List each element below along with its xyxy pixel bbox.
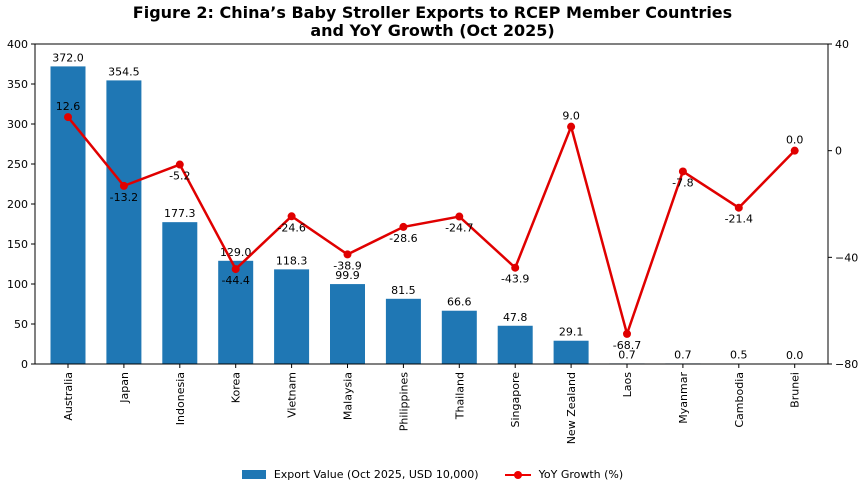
growth-value-label: 9.0 <box>562 110 580 123</box>
legend-label-growth: YoY Growth (%) <box>538 468 624 481</box>
x-tick-label: New Zealand <box>565 372 578 444</box>
title-line-2: and YoY Growth (Oct 2025) <box>310 21 555 40</box>
bar-malaysia <box>330 284 365 364</box>
bar-value-label: 0.0 <box>786 349 804 362</box>
bar-value-label: 81.5 <box>391 284 416 297</box>
legend-label-export: Export Value (Oct 2025, USD 10,000) <box>273 468 479 481</box>
left-tick-label: 0 <box>21 358 28 371</box>
legend: Export Value (Oct 2025, USD 10,000) YoY … <box>0 468 865 481</box>
bar-value-label: 0.5 <box>730 349 748 362</box>
left-tick-label: 300 <box>7 118 28 131</box>
growth-point <box>175 160 184 169</box>
right-tick-label: −80 <box>835 358 858 371</box>
bar-value-label: 118.3 <box>276 254 308 267</box>
bar-japan <box>106 80 142 365</box>
left-tick-label: 150 <box>7 238 28 251</box>
x-tick-label: Korea <box>230 372 243 403</box>
growth-value-label: -5.2 <box>169 170 190 183</box>
bar-korea <box>218 260 254 364</box>
bar-new-zealand <box>553 340 589 364</box>
x-tick-label: Cambodia <box>733 372 746 428</box>
growth-value-label: -68.7 <box>613 339 641 352</box>
growth-value-label: -13.2 <box>110 191 138 204</box>
x-tick-label: Australia <box>62 372 75 421</box>
growth-point <box>64 113 72 122</box>
bar-value-label: 354.5 <box>108 65 140 78</box>
x-tick-label: Myanmar <box>677 372 690 424</box>
growth-point <box>455 212 464 221</box>
growth-point <box>231 265 240 274</box>
x-tick-label: Singapore <box>509 372 522 428</box>
legend-item-growth: YoY Growth (%) <box>504 468 624 481</box>
growth-value-label: -24.6 <box>277 221 305 234</box>
growth-value-label: -38.9 <box>333 259 361 272</box>
growth-value-label: 12.6 <box>56 100 81 113</box>
growth-point <box>567 122 576 131</box>
x-tick-label: Laos <box>621 372 634 398</box>
growth-point <box>734 203 743 212</box>
growth-value-label: -7.8 <box>672 176 693 189</box>
x-tick-label: Malaysia <box>342 372 355 420</box>
growth-point <box>343 250 352 259</box>
growth-point <box>678 167 687 176</box>
growth-value-label: -28.6 <box>389 232 417 245</box>
right-tick-label: 40 <box>835 38 849 51</box>
x-tick-label: Philippines <box>397 372 410 432</box>
bar-thailand <box>441 310 477 364</box>
growth-point <box>511 263 520 272</box>
x-tick-label: Brunei <box>789 372 802 408</box>
title-line-1: Figure 2: China’s Baby Stroller Exports … <box>132 3 733 22</box>
bar-value-label: 0.7 <box>674 348 692 361</box>
growth-value-label: 0.0 <box>786 134 804 147</box>
left-tick-label: 350 <box>7 78 28 91</box>
left-tick-label: 100 <box>7 278 28 291</box>
bar-indonesia <box>162 222 198 364</box>
left-tick-label: 200 <box>7 198 28 211</box>
growth-value-label: -44.4 <box>221 274 249 287</box>
left-tick-label: 250 <box>7 158 28 171</box>
growth-value-label: -21.4 <box>725 213 753 226</box>
bar-value-label: 99.9 <box>335 269 360 282</box>
growth-value-label: -24.7 <box>445 222 473 235</box>
bar-vietnam <box>274 269 310 364</box>
bar-value-label: 0.7 <box>618 348 636 361</box>
left-tick-label: 50 <box>14 318 28 331</box>
plot-frame <box>34 43 829 365</box>
bar-singapore <box>497 325 533 364</box>
growth-line <box>67 116 796 339</box>
chart-title: Figure 2: China’s Baby Stroller Exports … <box>0 4 865 40</box>
growth-point <box>790 146 799 155</box>
bar-value-label: 29.1 <box>559 326 584 339</box>
x-tick-label: Japan <box>118 372 131 404</box>
left-tick-label: 400 <box>7 38 28 51</box>
right-tick-label: 0 <box>835 145 842 158</box>
bar-value-label: 177.3 <box>164 207 196 220</box>
legend-swatch-bar <box>241 470 266 479</box>
growth-value-label: -43.9 <box>501 273 529 286</box>
legend-swatch-line <box>504 470 531 479</box>
growth-point <box>119 181 128 190</box>
bar-value-label: 66.6 <box>447 296 472 309</box>
growth-point <box>399 222 408 231</box>
bar-philippines <box>385 298 421 364</box>
x-tick-label: Vietnam <box>286 372 299 418</box>
legend-item-export: Export Value (Oct 2025, USD 10,000) <box>241 468 479 481</box>
x-tick-label: Thailand <box>453 372 466 420</box>
bar-value-label: 372.0 <box>52 51 84 64</box>
bar-value-label: 47.8 <box>503 311 528 324</box>
x-tick-label: Indonesia <box>174 372 187 425</box>
growth-point <box>287 212 296 221</box>
growth-point <box>623 329 631 338</box>
right-tick-label: −40 <box>835 251 858 264</box>
